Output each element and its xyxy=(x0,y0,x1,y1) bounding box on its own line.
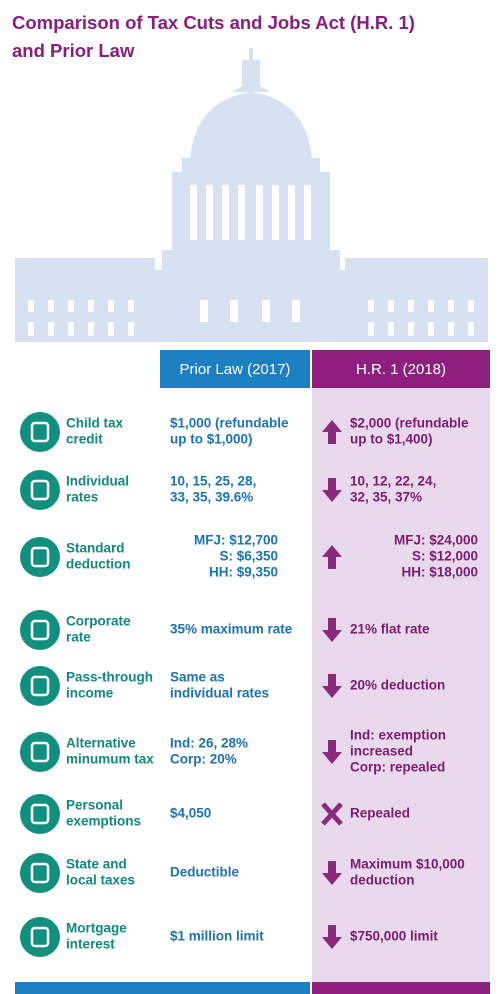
prior-value: $1,000 (refundable xyxy=(170,416,289,431)
column-header: H.R. 1 (2018) xyxy=(356,361,446,378)
hr1-value: MFJ: $24,000 xyxy=(394,533,478,548)
row-icon xyxy=(20,470,60,510)
column-header: Prior Law (2017) xyxy=(180,361,291,378)
prior-value: 35% maximum rate xyxy=(170,622,293,637)
prior-value: Deductible xyxy=(170,865,240,880)
footer-bar xyxy=(312,982,490,994)
hr1-value: deduction xyxy=(350,873,415,888)
hr1-value: 20% deduction xyxy=(350,678,445,693)
hr1-value: S: $12,000 xyxy=(412,549,478,564)
row-label: Standard xyxy=(66,541,125,556)
prior-value: 10, 15, 25, 28, xyxy=(170,474,256,489)
row-label: rates xyxy=(66,490,98,505)
row-icon-glyph xyxy=(30,862,50,884)
hr1-value: Corp: repealed xyxy=(350,760,445,775)
row-label: interest xyxy=(66,937,115,952)
hr1-value: $750,000 limit xyxy=(350,929,438,944)
row-icon-glyph xyxy=(30,619,50,641)
row-icon-glyph xyxy=(30,546,50,568)
arrow-up xyxy=(322,545,342,569)
prior-value: HH: $9,350 xyxy=(209,565,278,580)
row-icon xyxy=(20,412,60,452)
row-label: credit xyxy=(66,432,103,447)
row-icon-glyph xyxy=(30,926,50,948)
row-icon xyxy=(20,610,60,650)
row-label: State and xyxy=(66,857,127,872)
cross xyxy=(321,802,343,826)
row-icon xyxy=(20,732,60,772)
capitol xyxy=(15,48,488,342)
row-label: Mortgage xyxy=(66,921,127,936)
prior-value: Same as xyxy=(170,670,225,685)
arrow-down xyxy=(322,478,342,502)
prior-value: up to $1,000) xyxy=(170,432,253,447)
row-icon xyxy=(20,853,60,893)
row-icon-glyph xyxy=(30,421,50,443)
row-label: minumum tax xyxy=(66,752,154,767)
arrow-down xyxy=(322,618,342,642)
arrow-down xyxy=(322,674,342,698)
row-icon xyxy=(20,666,60,706)
arrow-down xyxy=(322,861,342,885)
row-label: Pass-through xyxy=(66,670,153,685)
prior-value: MFJ: $12,700 xyxy=(194,533,278,548)
hr1-value: 10, 12, 22, 24, xyxy=(350,474,436,489)
row-icon-glyph xyxy=(30,479,50,501)
row-label: deduction xyxy=(66,557,131,572)
hr1-value: up to $1,400) xyxy=(350,432,433,447)
row-label: Personal xyxy=(66,798,123,813)
hr1-column xyxy=(312,388,490,982)
prior-value: individual rates xyxy=(170,686,269,701)
hr1-value: increased xyxy=(350,744,413,759)
title: and Prior Law xyxy=(12,40,135,61)
row-icon xyxy=(20,537,60,577)
row-icon-glyph xyxy=(30,741,50,763)
arrow-down xyxy=(322,740,342,764)
prior-value: Corp: 20% xyxy=(170,752,237,767)
row-icon xyxy=(20,917,60,957)
hr1-value: HH: $18,000 xyxy=(401,565,478,580)
row-label: Individual xyxy=(66,474,129,489)
hr1-value: Repealed xyxy=(350,806,410,821)
row-label: exemptions xyxy=(66,814,141,829)
title: Comparison of Tax Cuts and Jobs Act (H.R… xyxy=(12,12,415,33)
arrow-up xyxy=(322,420,342,444)
row-icon-glyph xyxy=(30,803,50,825)
hr1-value: 32, 35, 37% xyxy=(350,490,422,505)
hr1-value: 21% flat rate xyxy=(350,622,430,637)
row-label: income xyxy=(66,686,114,701)
prior-value: S: $6,350 xyxy=(219,549,278,564)
hr1-value: $2,000 (refundable xyxy=(350,416,469,431)
hr1-header xyxy=(312,350,490,388)
prior-header xyxy=(160,350,310,388)
row-label: rate xyxy=(66,630,91,645)
hr1-value: Maximum $10,000 xyxy=(350,857,465,872)
row-icon-glyph xyxy=(30,675,50,697)
prior-value: Ind: 26, 28% xyxy=(170,736,248,751)
row-label: Alternative xyxy=(66,736,136,751)
prior-value: 33, 35, 39.6% xyxy=(170,490,253,505)
arrow-down xyxy=(322,925,342,949)
row-icon xyxy=(20,794,60,834)
prior-value: $4,050 xyxy=(170,806,211,821)
row-label: local taxes xyxy=(66,873,135,888)
row-label: Corporate xyxy=(66,614,131,629)
prior-value: $1 million limit xyxy=(170,929,264,944)
row-label: Child tax xyxy=(66,416,123,431)
footer-bar xyxy=(15,982,310,994)
hr1-value: Ind: exemption xyxy=(350,728,446,743)
